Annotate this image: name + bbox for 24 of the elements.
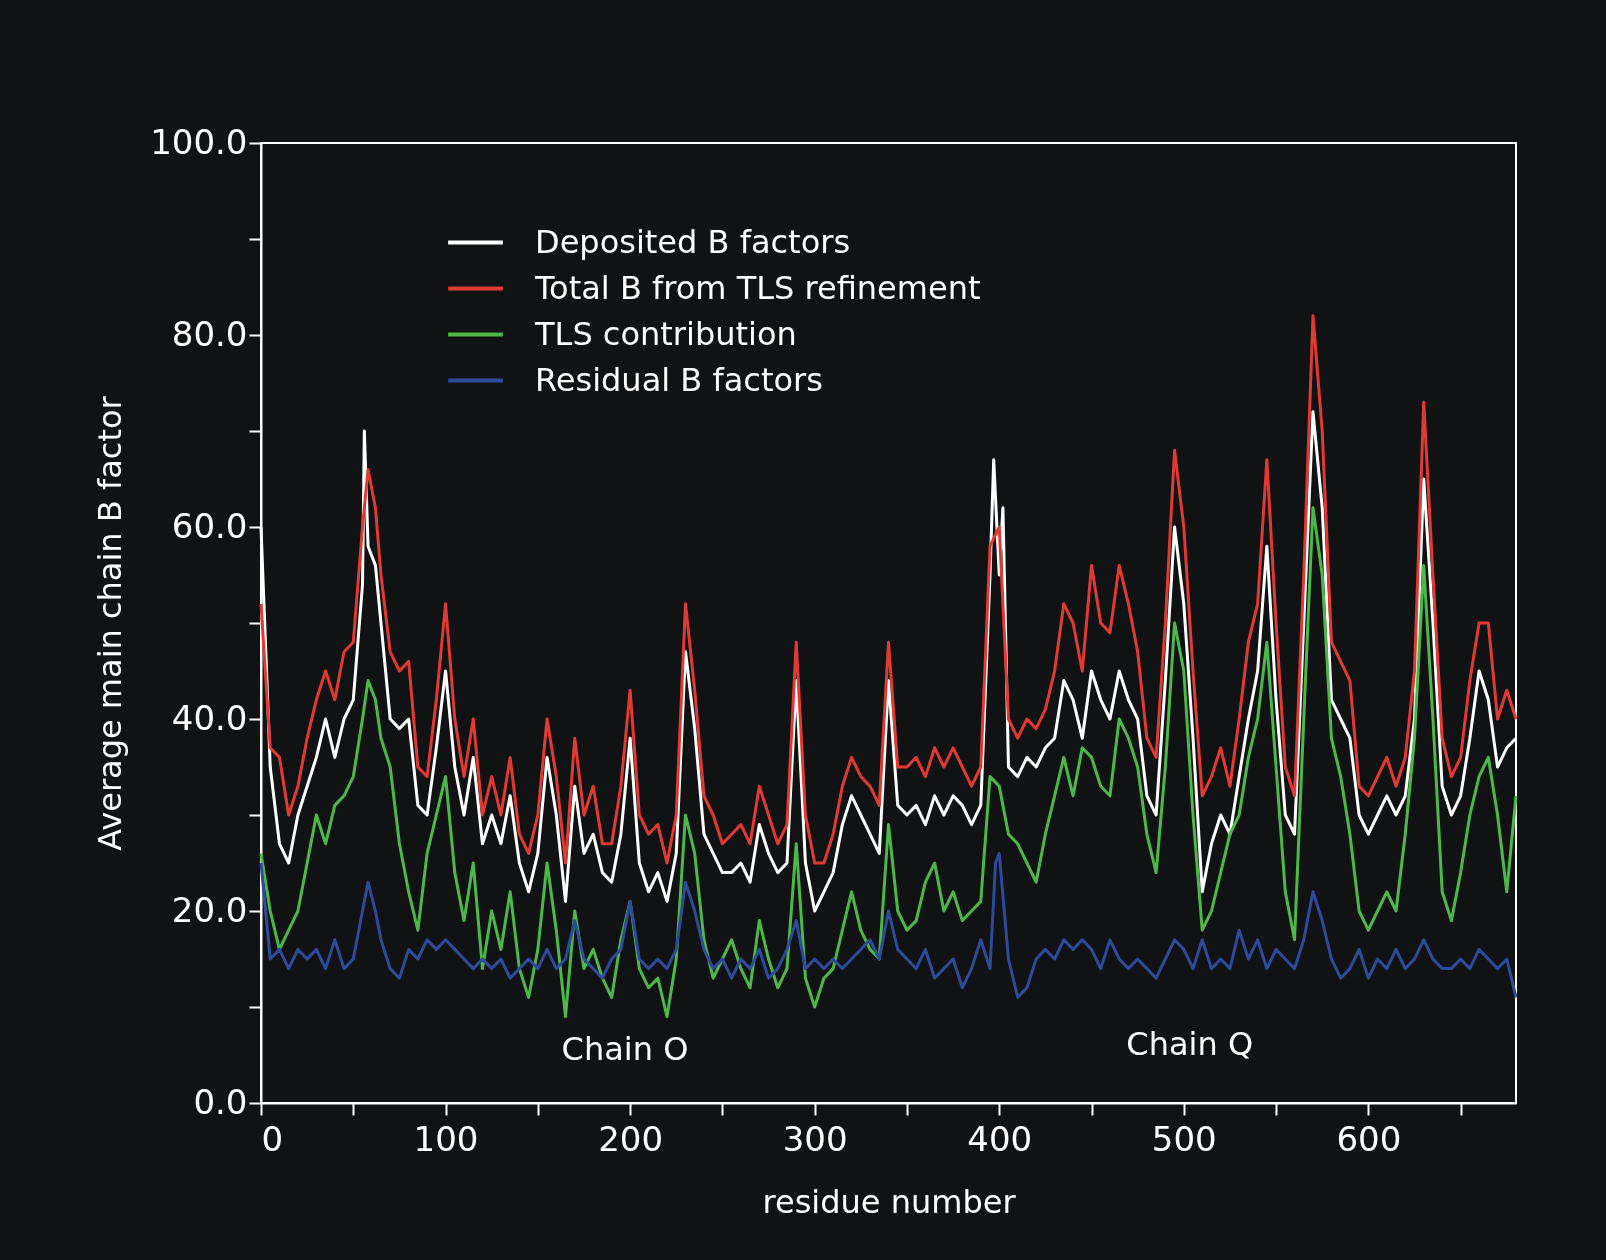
legend-label: Total B from TLS refinement <box>534 268 981 307</box>
x-tick-label: 300 <box>782 1118 848 1159</box>
y-tick-label: 60.0 <box>171 505 248 546</box>
x-tick-label: 600 <box>1336 1118 1402 1159</box>
legend-label: Deposited B factors <box>535 222 851 261</box>
x-tick-label: 200 <box>598 1118 664 1159</box>
y-tick-label: 100.0 <box>150 121 248 162</box>
x-tick-label: 400 <box>967 1118 1033 1159</box>
y-tick-label: 40.0 <box>171 697 248 738</box>
x-tick-label: 0 <box>261 1118 284 1159</box>
x-axis-title: residue number <box>762 1182 1017 1221</box>
line-series <box>259 506 1518 1019</box>
y-tick-label: 20.0 <box>171 889 248 930</box>
legend-label: TLS contribution <box>534 314 797 353</box>
x-tick-label: 500 <box>1151 1118 1217 1159</box>
y-tick-label: 80.0 <box>171 313 248 354</box>
annotation: Chain Q <box>1126 1025 1254 1064</box>
x-tick-label: 100 <box>413 1118 479 1159</box>
line-series <box>259 851 1518 999</box>
annotation: Chain O <box>561 1030 689 1069</box>
y-tick-label: 0.0 <box>193 1081 248 1122</box>
line-series <box>259 314 1518 865</box>
y-axis-title: Average main chain B factor <box>91 395 130 851</box>
legend-label: Residual B factors <box>535 360 823 399</box>
